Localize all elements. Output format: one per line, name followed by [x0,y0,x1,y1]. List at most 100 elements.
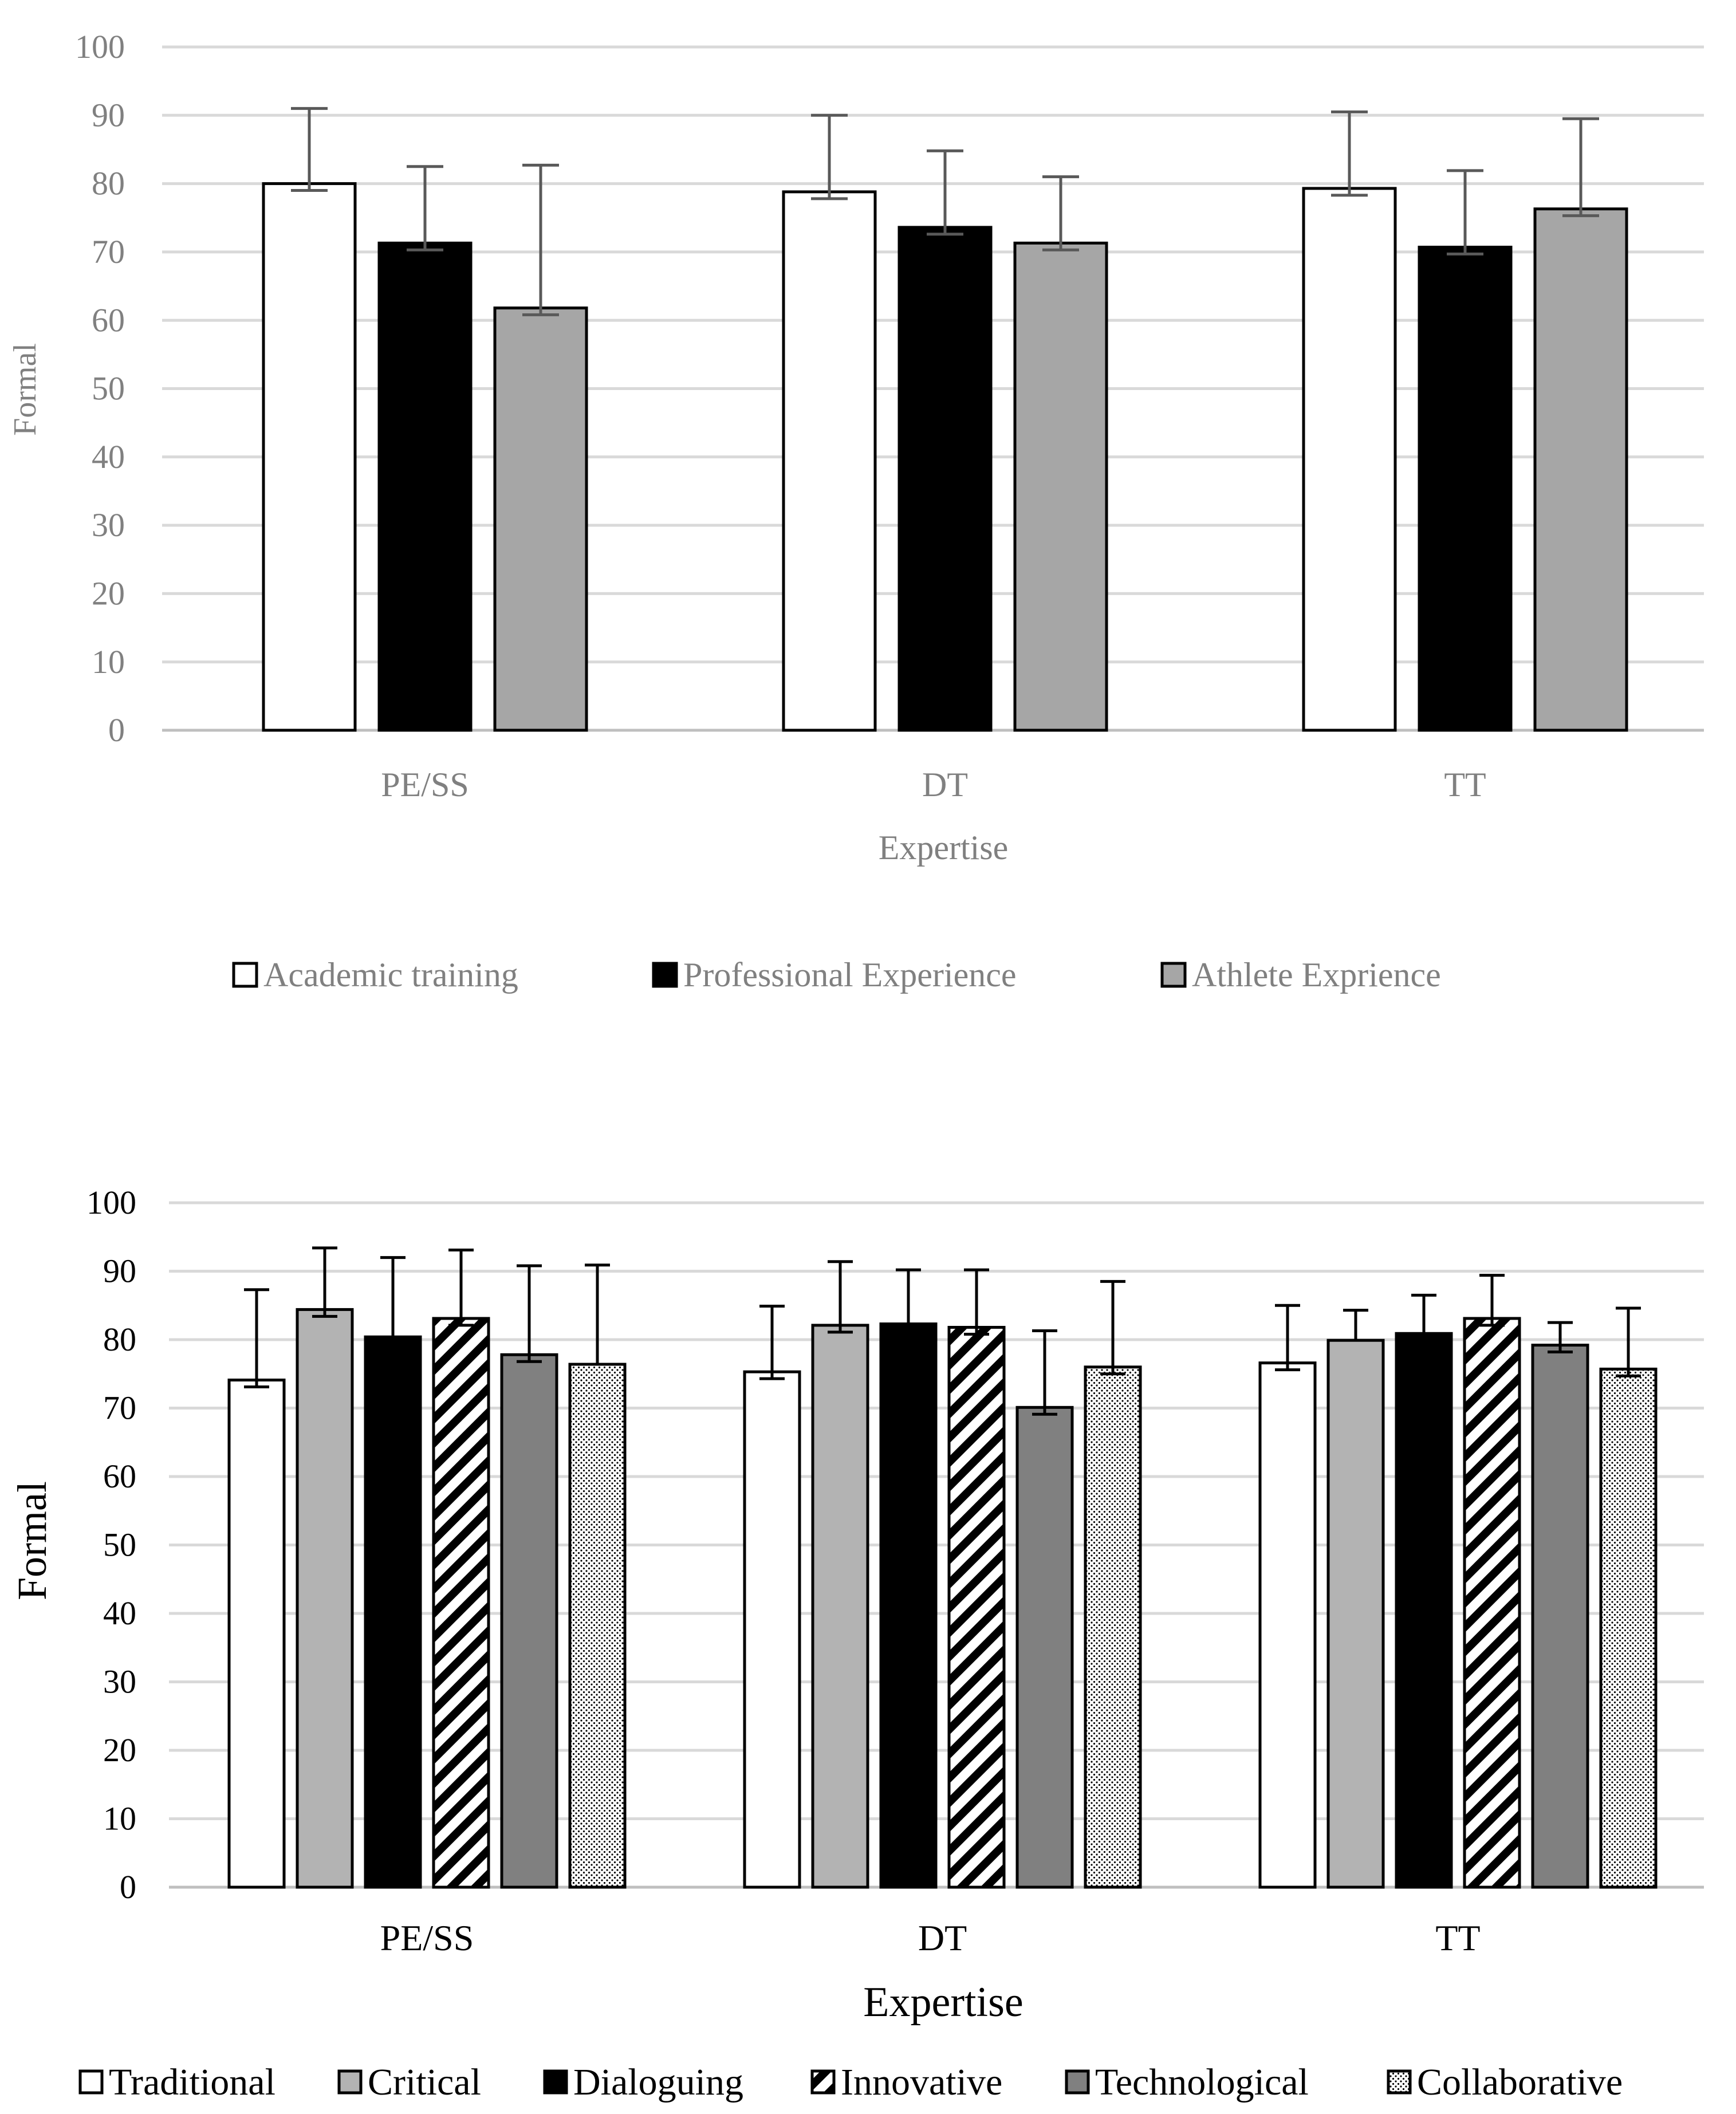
bot-y-tick-label: 80 [103,1321,136,1358]
legend-swatch-dialoguing [543,2069,568,2095]
legend-label-collaborative: Collaborative [1417,2061,1623,2103]
top-y-tick-label: 10 [92,643,125,680]
error-bar-technological-dt [1032,1329,1057,1416]
error-bar-collaborative-tt [1616,1306,1641,1377]
bar-traditional-tt [1258,1361,1317,1889]
bot-y-tick-label: 90 [103,1253,136,1290]
error-bar-innovative-dt [964,1268,989,1336]
error-bar-innovative-pe-ss [448,1248,474,1327]
top-y-tick-label: 80 [92,165,125,202]
bar-professional-experience-dt [897,226,993,732]
top-x-axis-label: Expertise [879,829,1009,867]
top-y-tick-label: 100 [75,28,125,65]
bar-traditional-dt [743,1370,801,1889]
legend-item-innovative: Innovative [810,2061,1002,2103]
error-bar-technological-tt [1548,1321,1573,1354]
bot-y-tick-label: 40 [103,1595,136,1632]
bot-x-tick-label-tt: TT [1435,1918,1480,1958]
legend-item-academic-training: Academic training [232,956,518,994]
top-y-tick-label: 70 [92,233,125,270]
bar-academic-training-pe-ss [262,182,357,732]
top-y-axis-label: Formal [7,343,43,436]
error-bar-collaborative-dt [1100,1280,1125,1376]
bottom-y-axis-label: Formal [9,1481,55,1600]
legend-swatch-academic-training [232,962,258,988]
bottom-error-bars [244,1246,1641,1416]
error-bar-academic-training-pe-ss [291,107,328,192]
bot-y-tick-label: 100 [86,1184,136,1221]
error-bar-collaborative-pe-ss [585,1263,610,1365]
legend-item-professional-experience: Professional Experience [652,956,1016,994]
legend-item-collaborative: Collaborative [1387,2061,1623,2103]
top-x-tick-labels: PE/SS DT TT [381,766,1486,804]
legend-label-athlete-exprience: Athlete Exprience [1192,956,1441,994]
top-y-tick-labels: 0 10 20 30 40 50 60 70 80 90 100 [75,28,125,749]
legend-label-dialoguing: Dialoguing [573,2061,743,2103]
bar-athlete-exprience-tt [1533,207,1628,732]
legend-swatch-technological [1065,2069,1090,2095]
bot-y-tick-label: 70 [103,1389,136,1427]
top-x-tick-label-tt: TT [1444,766,1486,804]
top-bars [262,182,1628,732]
top-y-tick-label: 90 [92,96,125,133]
legend-swatch-professional-experience [652,962,678,988]
top-y-tick-label: 60 [92,301,125,338]
legend-item-athlete-exprience: Athlete Exprience [1160,956,1441,994]
error-bar-critical-tt [1343,1309,1368,1341]
bottom-x-tick-labels: PE/SS DT TT [380,1918,1481,1958]
bar-academic-training-tt [1302,187,1397,732]
legend-swatch-collaborative [1387,2069,1412,2095]
bottom-y-tick-labels: 0 10 20 30 40 50 60 70 80 90 100 [86,1184,136,1906]
top-x-tick-label-pe-ss: PE/SS [381,766,469,804]
bottom-x-axis-label: Expertise [863,1979,1023,2026]
bot-y-tick-label: 20 [103,1731,136,1769]
top-y-tick-label: 30 [92,506,125,544]
top-legend: Academic training Professional Experience… [232,956,1441,994]
error-bar-technological-pe-ss [517,1264,542,1363]
legend-label-academic-training: Academic training [263,956,518,994]
bar-dialoguing-pe-ss [364,1335,422,1889]
bot-y-tick-label: 30 [103,1663,136,1700]
bottom-bars [227,1308,1658,1889]
bar-athlete-exprience-pe-ss [493,306,588,732]
error-bar-dialoguing-pe-ss [380,1256,406,1337]
bar-technological-dt [1015,1406,1074,1889]
legend-label-professional-experience: Professional Experience [683,956,1016,994]
top-y-tick-label: 0 [108,711,125,749]
bar-collaborative-pe-ss [568,1363,627,1889]
bar-traditional-pe-ss [227,1379,286,1889]
legend-label-innovative: Innovative [841,2061,1002,2103]
legend-item-critical: Critical [337,2061,481,2103]
bar-academic-training-dt [782,190,877,732]
error-bar-critical-dt [828,1260,853,1334]
top-y-tick-label: 40 [92,438,125,475]
legend-item-traditional: Traditional [78,2061,275,2103]
error-bar-academic-training-tt [1331,110,1368,197]
error-bar-professional-experience-tt [1447,169,1483,255]
bar-critical-pe-ss [296,1308,354,1889]
error-bar-athlete-exprience-tt [1562,117,1599,218]
legend-swatch-critical [337,2069,363,2095]
legend-swatch-traditional [78,2069,104,2095]
legend-label-traditional: Traditional [109,2061,275,2103]
legend-swatch-innovative [810,2069,836,2095]
bar-critical-dt [811,1324,869,1889]
bar-critical-tt [1326,1339,1385,1889]
bot-y-tick-label: 0 [120,1868,136,1906]
error-bar-professional-experience-dt [927,149,963,236]
error-bar-innovative-tt [1479,1274,1505,1327]
error-bar-traditional-dt [759,1304,785,1380]
error-bar-dialoguing-dt [896,1268,921,1324]
top-y-tick-label: 20 [92,575,125,612]
top-x-tick-label-dt: DT [922,766,968,804]
bot-x-tick-label-dt: DT [918,1918,967,1958]
bar-dialoguing-dt [879,1322,938,1889]
bar-innovative-dt [947,1325,1006,1889]
bar-professional-experience-tt [1418,246,1513,732]
error-bar-dialoguing-tt [1411,1293,1436,1334]
bottom-legend: Traditional Critical Dialoguing Innovative T… [78,2061,1623,2103]
bar-technological-tt [1531,1344,1589,1889]
